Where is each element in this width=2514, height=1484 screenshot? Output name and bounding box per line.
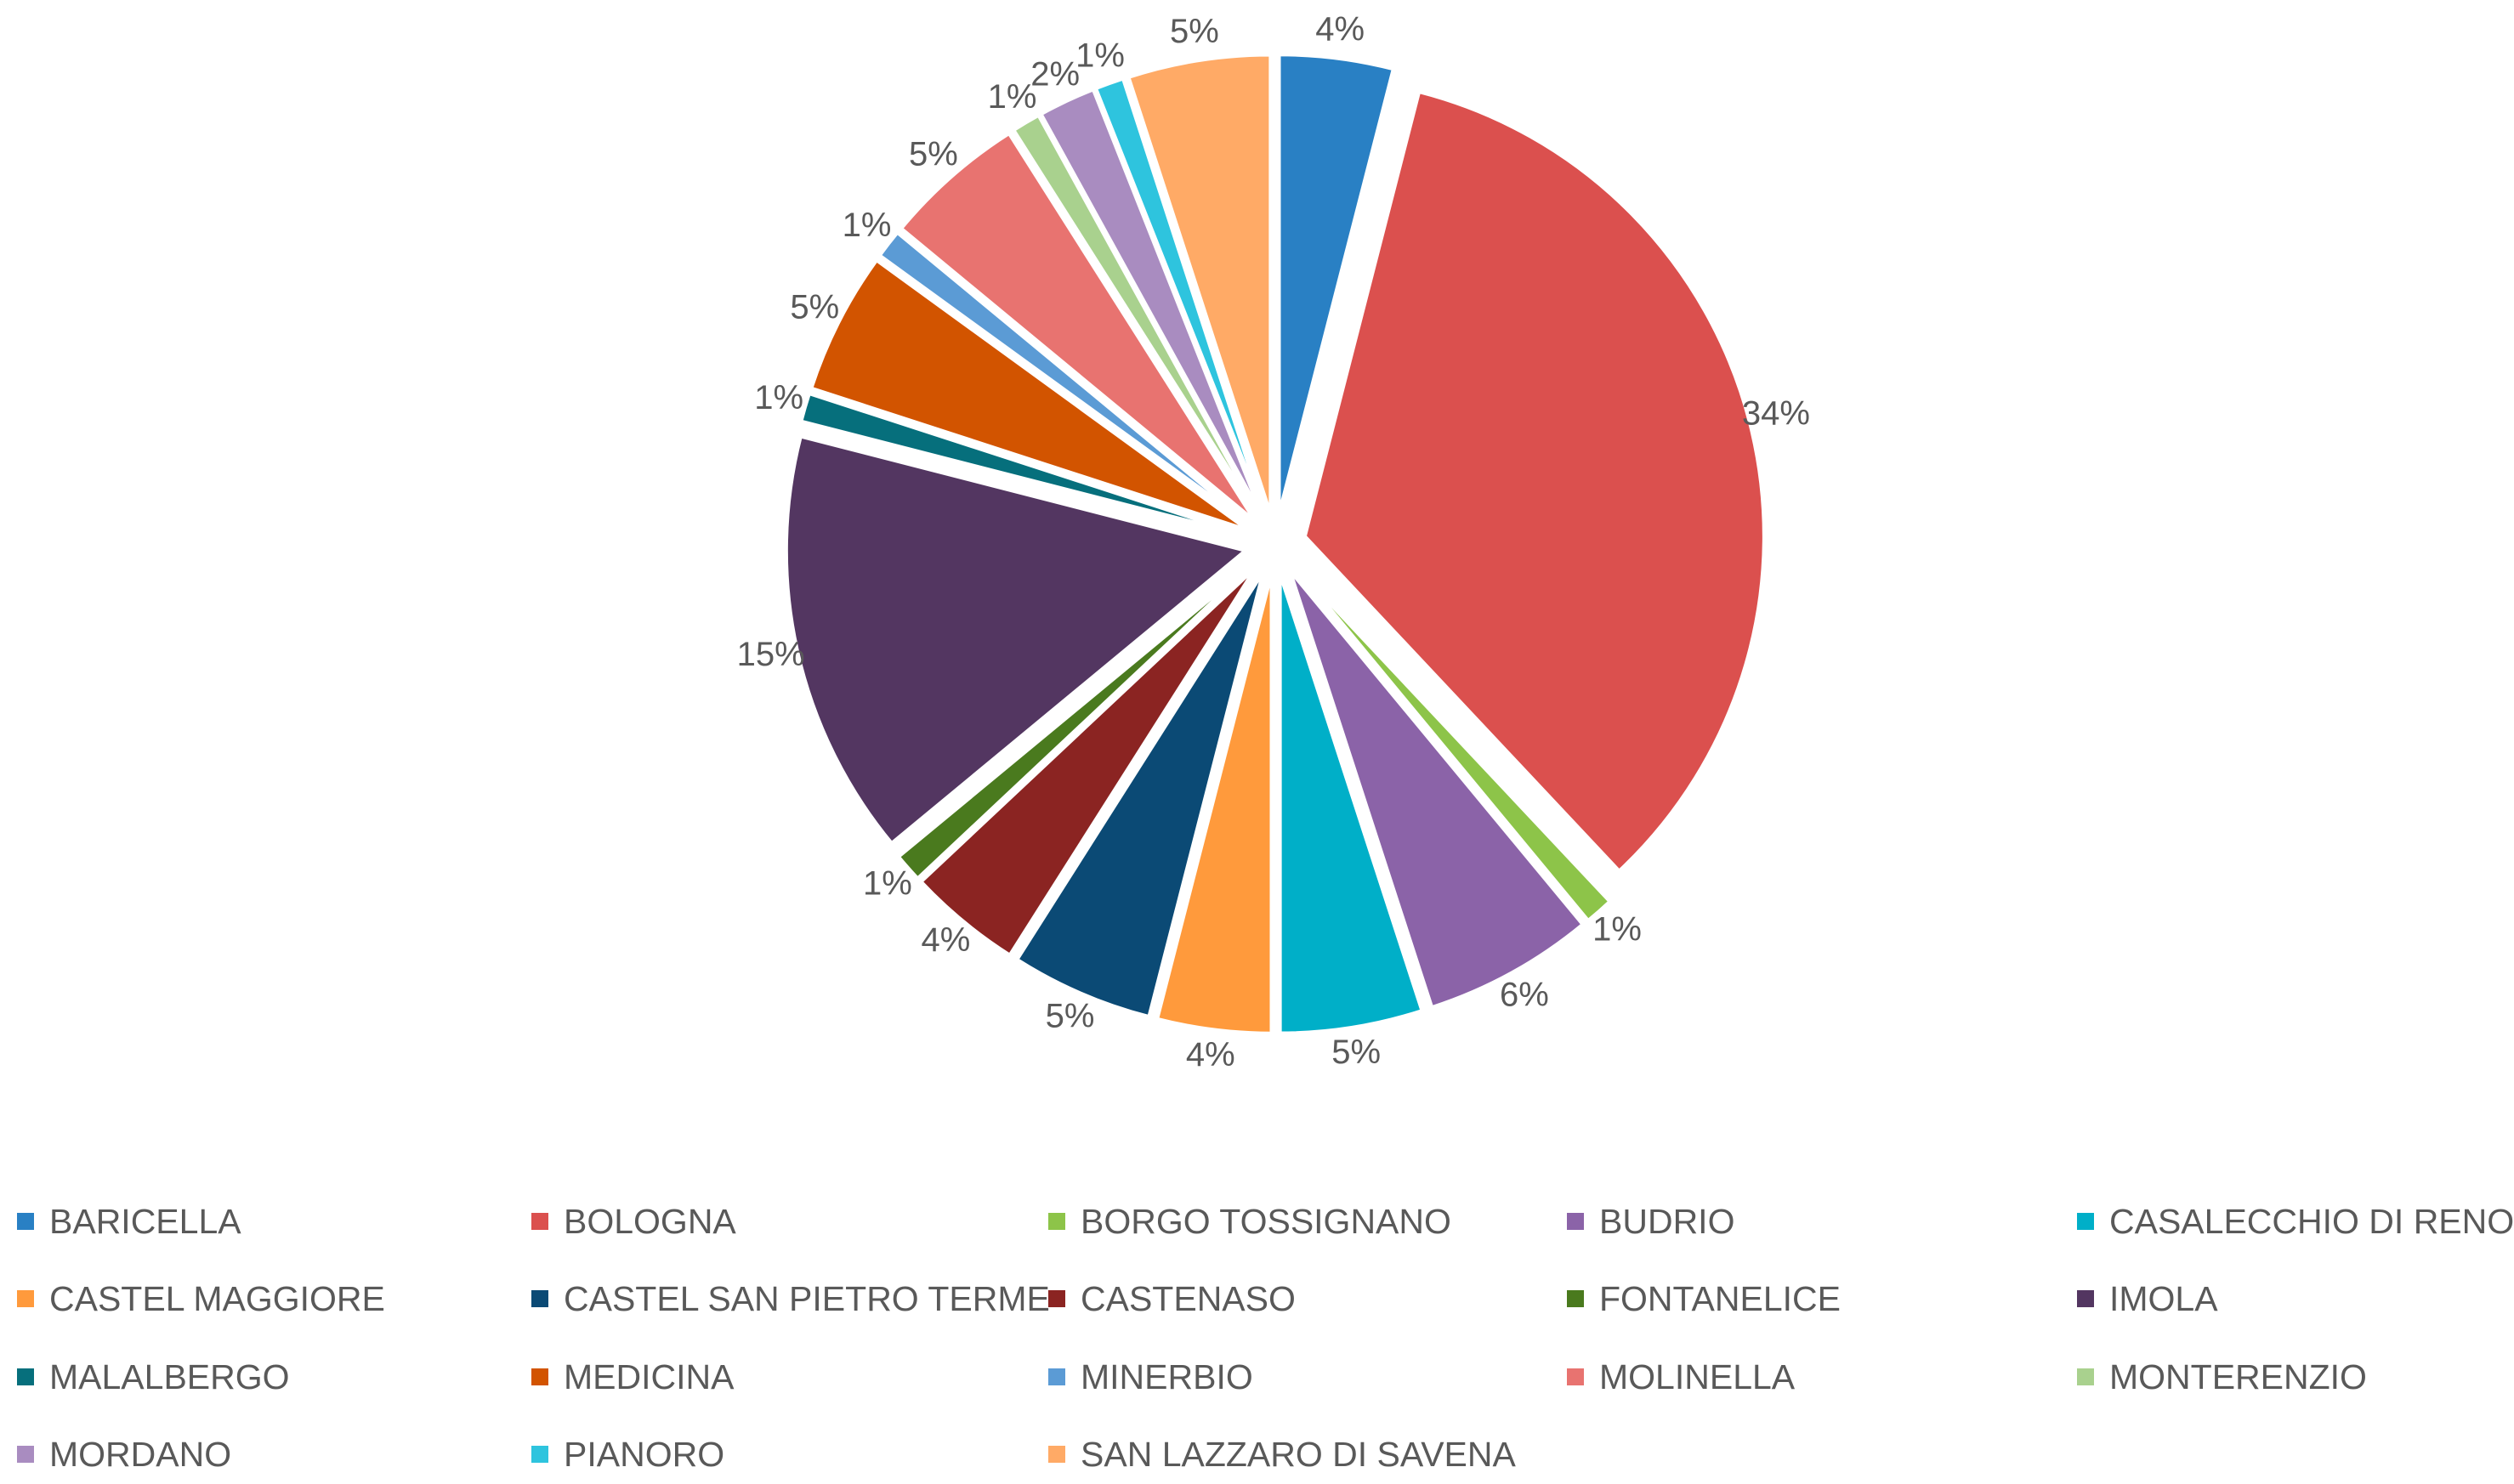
legend-label: MORDANO xyxy=(49,1434,232,1474)
legend-swatch xyxy=(2077,1290,2094,1307)
pie-slice-mordano xyxy=(1038,87,1264,518)
legend-item-bologna: BOLOGNA xyxy=(531,1198,736,1245)
legend-label: MEDICINA xyxy=(564,1357,735,1396)
legend-swatch xyxy=(17,1446,34,1463)
legend-item-borgo-tossignano: BORGO TOSSIGNANO xyxy=(1048,1198,1451,1245)
data-label-minerbio: 1% xyxy=(843,207,892,244)
legend-label: FONTANELICE xyxy=(1599,1278,1841,1318)
legend-swatch xyxy=(2077,1368,2094,1385)
legend-item-mordano: MORDANO xyxy=(17,1430,231,1478)
legend-item-monterenzio: MONTERENZIO xyxy=(2077,1353,2367,1401)
legend-item-budrio: BUDRIO xyxy=(1567,1198,1734,1245)
pie-slice-malalbergo xyxy=(798,391,1247,537)
legend-label: MONTERENZIO xyxy=(2109,1357,2367,1396)
legend-item-baricella: BARICELLA xyxy=(17,1198,241,1245)
legend-swatch xyxy=(1567,1213,1584,1230)
pie-slice-medicina xyxy=(809,258,1250,532)
legend-label: CASTEL SAN PIETRO TERME xyxy=(564,1278,1050,1318)
data-label-fontanelice: 1% xyxy=(863,865,912,903)
legend-item-malalbergo: MALALBERGO xyxy=(17,1353,290,1401)
legend-swatch xyxy=(2077,1213,2094,1230)
pie-slice-baricella xyxy=(1277,53,1396,514)
legend-item-pianoro: PIANORO xyxy=(531,1430,724,1478)
legend-swatch xyxy=(531,1290,548,1307)
legend-label: MINERBIO xyxy=(1081,1357,1253,1396)
legend-item-molinella: MOLINELLA xyxy=(1567,1353,1795,1401)
data-label-castenaso: 4% xyxy=(922,921,971,959)
legend-swatch xyxy=(1048,1290,1065,1307)
legend-swatch xyxy=(1567,1368,1584,1385)
data-label-baricella: 4% xyxy=(1315,10,1365,48)
data-label-casalecchio-di-reno: 5% xyxy=(1331,1034,1381,1071)
legend-label: IMOLA xyxy=(2109,1278,2218,1318)
data-label-pianoro: 1% xyxy=(1075,37,1125,75)
pie-slice-fontanelice xyxy=(896,563,1254,881)
data-label-malalbergo: 1% xyxy=(754,379,803,416)
legend-label: CASTEL MAGGIORE xyxy=(49,1278,385,1318)
legend-label: BARICELLA xyxy=(49,1201,241,1241)
legend-swatch xyxy=(1048,1213,1065,1230)
legend-label: CASALECCHIO DI RENO xyxy=(2109,1201,2514,1241)
pie-slice-casalecchio-di-reno xyxy=(1278,573,1425,1035)
legend-label: BORGO TOSSIGNANO xyxy=(1081,1201,1451,1241)
legend-swatch xyxy=(17,1290,34,1307)
legend-swatch xyxy=(1567,1290,1584,1307)
legend-label: CASTENASO xyxy=(1081,1278,1296,1318)
pie-slice-budrio xyxy=(1288,569,1586,1010)
legend-item-castel-san-pietro-terme: CASTEL SAN PIETRO TERME xyxy=(531,1275,1050,1323)
legend-swatch xyxy=(1048,1446,1065,1463)
pie-slice-imola xyxy=(784,434,1250,846)
legend-item-minerbio: MINERBIO xyxy=(1048,1353,1253,1401)
legend-label: SAN LAZZARO DI SAVENA xyxy=(1081,1434,1516,1474)
legend-label: MALALBERGO xyxy=(49,1357,290,1396)
legend-label: PIANORO xyxy=(564,1434,725,1474)
pie-slice-pianoro xyxy=(1093,76,1267,516)
legend-item-casalecchio-di-reno: CASALECCHIO DI RENO xyxy=(2077,1198,2514,1245)
legend-swatch xyxy=(531,1213,548,1230)
pie-slice-borgo-tossignano xyxy=(1294,565,1613,923)
legend-item-castenaso: CASTENASO xyxy=(1048,1275,1296,1323)
pie-slice-castel-san-pietro-terme xyxy=(1014,570,1265,1019)
legend-swatch xyxy=(531,1446,548,1463)
legend-swatch xyxy=(1048,1368,1065,1385)
pie-slice-molinella xyxy=(899,131,1257,523)
legend-item-imola: IMOLA xyxy=(2077,1275,2218,1323)
data-label-borgo-tossignano: 1% xyxy=(1592,911,1642,949)
legend-item-castel-maggiore: CASTEL MAGGIORE xyxy=(17,1275,385,1323)
legend-item-medicina: MEDICINA xyxy=(531,1353,734,1401)
legend-swatch xyxy=(17,1368,34,1385)
data-label-castel-san-pietro-terme: 5% xyxy=(1046,998,1095,1035)
legend-item-san-lazzaro-di-savena: SAN LAZZARO DI SAVENA xyxy=(1048,1430,1516,1478)
pie-slice-monterenzio xyxy=(1011,113,1262,519)
legend-item-fontanelice: FONTANELICE xyxy=(1567,1275,1841,1323)
data-label-castel-maggiore: 4% xyxy=(1186,1036,1235,1073)
data-label-imola: 15% xyxy=(737,636,805,673)
pie-slice-bologna xyxy=(1302,89,1766,874)
pie-slice-minerbio xyxy=(877,229,1252,527)
data-label-molinella: 5% xyxy=(909,135,958,173)
data-label-monterenzio: 1% xyxy=(988,78,1037,116)
data-label-bologna: 34% xyxy=(1742,394,1810,432)
legend-label: BOLOGNA xyxy=(564,1201,736,1241)
pie-slice-castel-maggiore xyxy=(1155,574,1274,1035)
pie-slice-san-lazzaro-di-savena xyxy=(1126,53,1273,515)
pie-slice-castenaso xyxy=(918,566,1257,958)
data-label-budrio: 6% xyxy=(1500,976,1549,1013)
data-label-san-lazzaro-di-savena: 5% xyxy=(1170,13,1219,50)
legend-label: BUDRIO xyxy=(1599,1201,1735,1241)
data-label-mordano: 2% xyxy=(1030,55,1080,93)
legend-swatch xyxy=(17,1213,34,1230)
legend-label: MOLINELLA xyxy=(1599,1357,1796,1396)
data-label-medicina: 5% xyxy=(790,289,839,326)
legend-swatch xyxy=(531,1368,548,1385)
pie-chart: 4%34%1%6%5%4%5%4%1%15%1%5%1%5%1%2%1%5% xyxy=(737,10,1810,1073)
legend: BARICELLA BOLOGNA BORGO TOSSIGNANO BUDRIO CA… xyxy=(0,1186,2514,1475)
